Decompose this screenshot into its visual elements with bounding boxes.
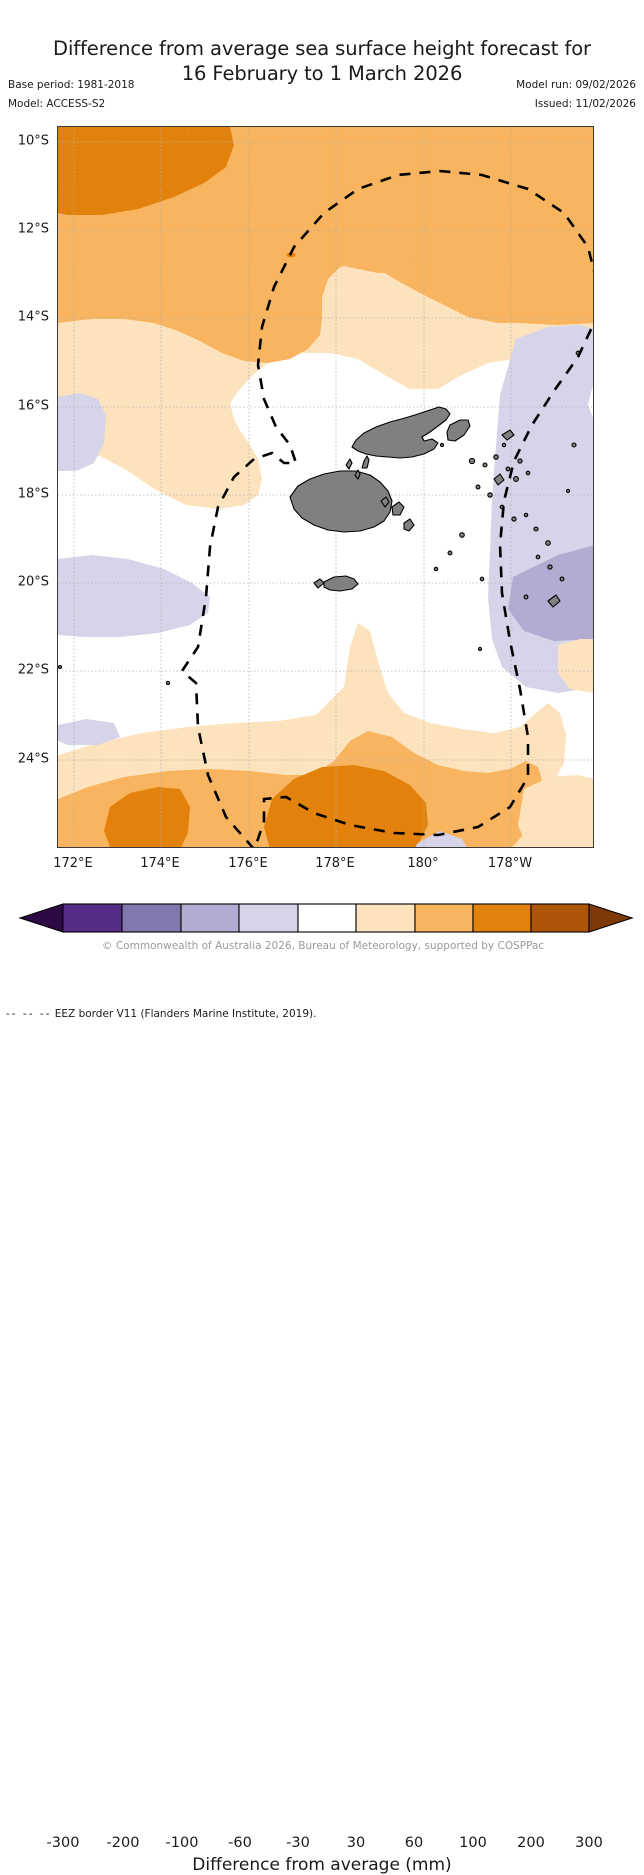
colorbar-band-200-100	[121, 903, 182, 933]
x-tick-172E: 172°E	[53, 856, 93, 871]
colorbar[interactable]	[0, 900, 644, 940]
y-tick-18S: 18°S	[17, 486, 49, 502]
colorbar-band-60-100	[414, 903, 474, 933]
contour-band-30-60-southeast-wedge	[558, 639, 593, 693]
eez-legend-note: -- -- -- EEZ border V11 (Flanders Marine…	[6, 1008, 316, 1020]
colorbar-band-neutral	[297, 903, 357, 933]
header: Difference from average sea surface heig…	[0, 0, 644, 126]
colorbar-tick-200: 200	[517, 1835, 545, 1851]
y-tick-22S: 22°S	[17, 662, 49, 678]
colorbar-tick--100: -100	[165, 1835, 199, 1851]
contour-band-m100-m60-east-core	[508, 545, 593, 641]
colorbar-band-60-30	[238, 903, 299, 933]
colorbar-band-200-300	[530, 903, 590, 933]
colorbar-tick-100: 100	[459, 1835, 487, 1851]
eez-border	[180, 169, 593, 847]
x-tick-178E: 178°E	[315, 856, 355, 871]
map-gridlines	[58, 127, 593, 847]
colorbar-tick--200: -200	[106, 1835, 140, 1851]
y-tick-14S: 14°S	[17, 309, 49, 325]
eez-dash-sample: -- -- --	[6, 1008, 52, 1020]
x-tick-176E: 176°E	[228, 856, 268, 871]
y-tick-20S: 20°S	[17, 574, 49, 590]
colorbar-band-30-60	[355, 903, 416, 933]
y-tick-12S: 12°S	[17, 221, 49, 237]
title-line-2: 16 February to 1 March 2026	[181, 62, 463, 85]
map-contour-plot	[58, 127, 593, 847]
model-run-label: Model run: 09/02/2026	[516, 79, 636, 91]
land-fiji	[58, 350, 581, 686]
colorbar-band-under-300	[18, 903, 64, 933]
page-title: Difference from average sea surface heig…	[0, 36, 644, 86]
colorbar-band-over-300	[588, 903, 634, 933]
colorbar-tick--60: -60	[228, 1835, 252, 1851]
contour-band-100-200-nw-ext	[58, 127, 234, 215]
x-tick-178W: 178°W	[487, 856, 533, 871]
colorbar-title: Difference from average (mm)	[192, 1855, 452, 1875]
colorbar-tick-300: 300	[575, 1835, 603, 1851]
colorbar-tick--30: -30	[286, 1835, 310, 1851]
contour-band-100-200-south-east	[264, 765, 428, 847]
contour-band-m60-m30-south-fleck	[415, 831, 467, 847]
colorbar-tick-30: 30	[346, 1835, 366, 1851]
map-panel[interactable]: © Commonwealth of Australia 2026, Bureau…	[57, 126, 594, 952]
contour-band-60-100-north-bulge	[266, 211, 414, 273]
colorbar-tick-60: 60	[404, 1835, 424, 1851]
contour-band-100-200-south-west	[104, 787, 190, 847]
x-tick-180: 180°	[407, 856, 439, 871]
colorbar-band-100-60	[180, 903, 240, 933]
y-tick-24S: 24°S	[17, 751, 49, 767]
contour-band-60-100-northeast	[388, 187, 593, 325]
base-period-label: Base period: 1981-2018	[8, 79, 135, 91]
colorbar-band-100-200	[472, 903, 532, 933]
map-frame	[57, 126, 594, 848]
contour-band-m60-m30-west-16S	[58, 393, 106, 471]
colorbar-tick--300: -300	[46, 1835, 80, 1851]
contour-band-m60-m30-west-20S	[58, 555, 210, 637]
title-line-1: Difference from average sea surface heig…	[53, 37, 591, 60]
y-tick-16S: 16°S	[17, 398, 49, 414]
eez-legend-text: EEZ border V11 (Flanders Marine Institut…	[54, 1008, 317, 1020]
colorbar-band-300-200	[62, 903, 123, 933]
model-label: Model: ACCESS-S2	[8, 98, 106, 110]
issued-label: Issued: 11/02/2026	[534, 98, 636, 110]
x-tick-174E: 174°E	[140, 856, 180, 871]
contour-band-30-60-southeast-wedge2	[518, 775, 593, 847]
contour-band-100-200-nw	[58, 127, 190, 197]
contour-band-m60-m30-north-fleck-left	[58, 719, 120, 745]
y-tick-10S: 10°S	[17, 133, 49, 149]
